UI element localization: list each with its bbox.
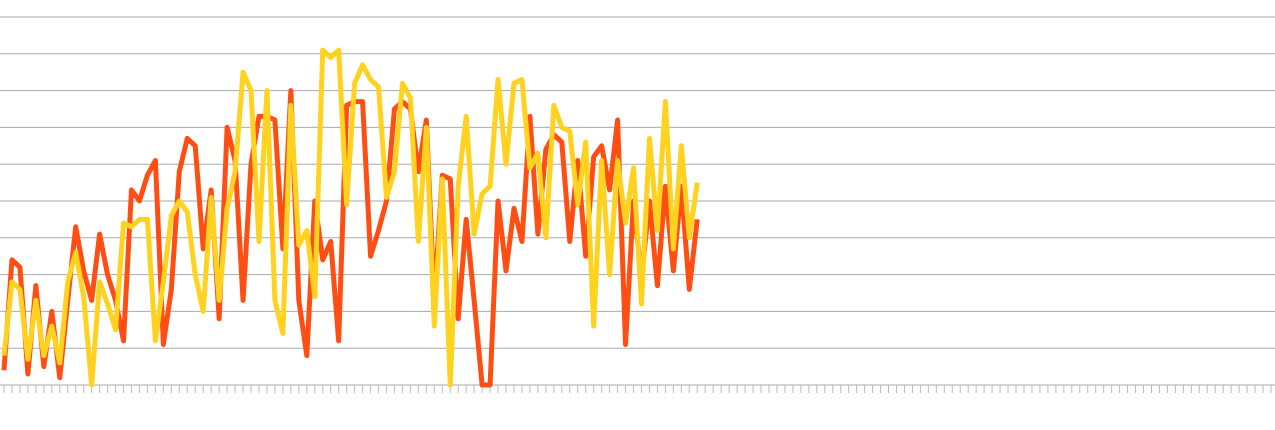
series-line (1, 88, 700, 388)
series-line (1, 47, 700, 388)
